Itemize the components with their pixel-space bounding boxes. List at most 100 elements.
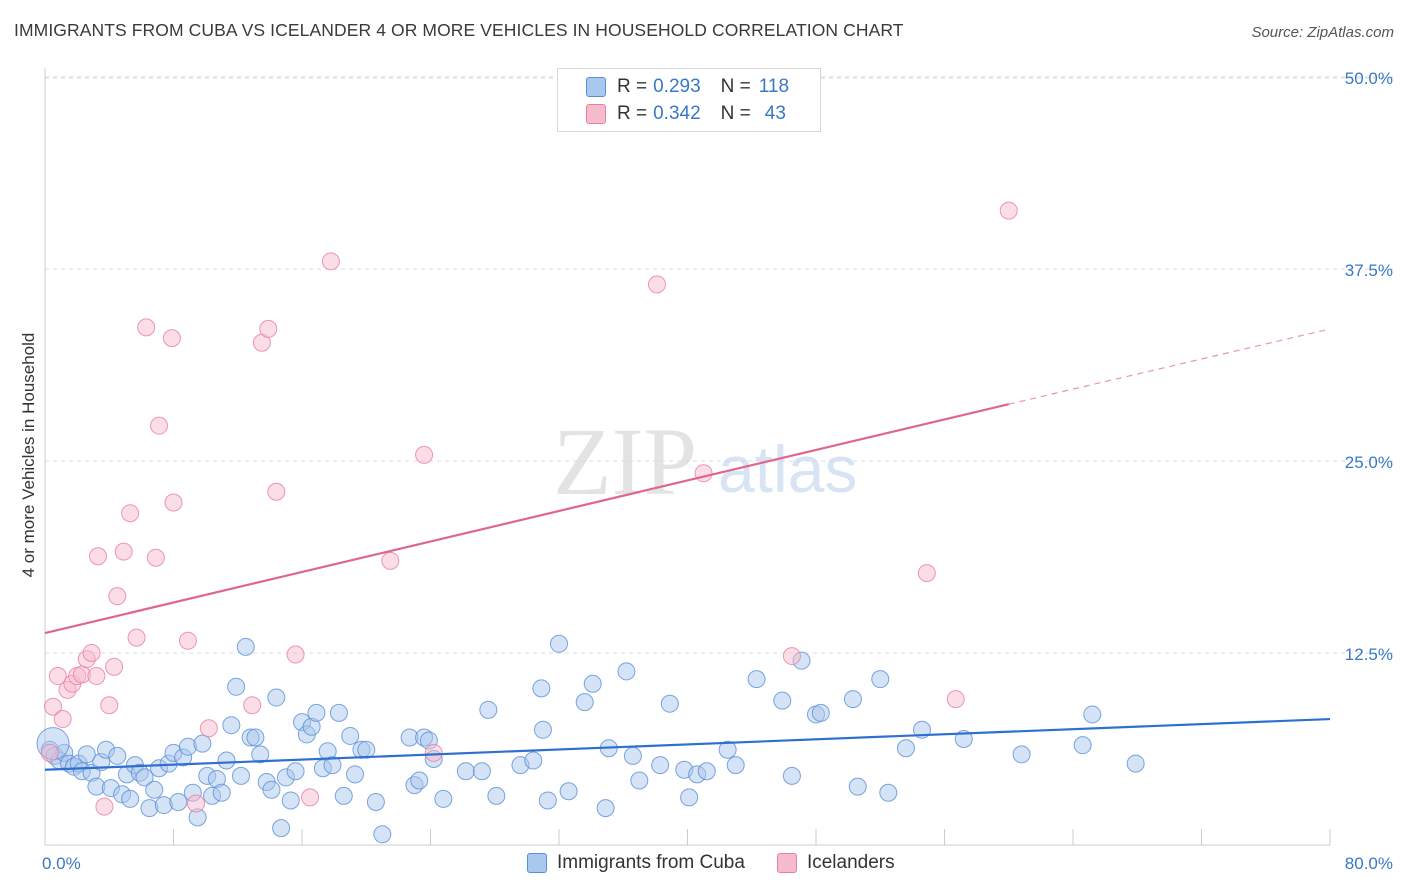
data-point-cuba — [623, 746, 642, 765]
data-point-iceland — [108, 587, 127, 606]
data-point-cuba — [373, 825, 392, 844]
data-point-cuba — [472, 762, 491, 781]
data-point-iceland — [415, 445, 434, 464]
legend-swatch-cuba — [527, 853, 547, 873]
data-point-cuba — [630, 771, 649, 790]
data-point-cuba — [272, 819, 291, 838]
y-tick-label: 50.0% — [1345, 69, 1393, 88]
data-point-iceland — [40, 743, 59, 762]
data-point-iceland — [82, 644, 101, 662]
data-point-cuba — [596, 799, 615, 818]
data-point-iceland — [301, 788, 320, 807]
data-point-cuba — [1083, 705, 1102, 724]
legend-n-label: N = — [720, 76, 751, 97]
data-point-cuba — [346, 765, 365, 784]
data-point-cuba — [323, 756, 342, 775]
axes-layer — [44, 68, 1331, 846]
data-point-cuba — [1073, 736, 1092, 755]
data-point-cuba — [726, 756, 745, 775]
trendline-iceland — [44, 403, 1010, 635]
legend-swatch-iceland — [586, 104, 606, 124]
chart-title: IMMIGRANTS FROM CUBA VS ICELANDER 4 OR M… — [14, 20, 904, 40]
data-point-cuba — [121, 789, 140, 808]
data-point-iceland — [199, 719, 218, 738]
data-point-cuba — [559, 782, 578, 801]
data-point-cuba — [236, 637, 255, 656]
data-point-cuba — [782, 766, 801, 785]
legend-item-iceland: Icelanders — [776, 852, 895, 874]
data-point-iceland — [647, 275, 666, 294]
data-point-cuba — [341, 726, 360, 745]
y-tick-label: 12.5% — [1345, 645, 1393, 664]
trendline-cuba — [44, 717, 1331, 771]
data-point-iceland — [127, 628, 146, 647]
data-point-iceland — [137, 318, 156, 337]
data-point-cuba — [410, 771, 429, 790]
legend-row-cuba: R = 0.293 N = 118 — [586, 76, 789, 98]
data-point-iceland — [53, 710, 72, 729]
data-point-cuba — [583, 674, 602, 693]
tick-labels: 12.5% 25.0% 37.5% 50.0% 0.0% 80.0% — [42, 69, 1393, 873]
data-point-cuba — [479, 700, 498, 719]
data-point-cuba — [896, 739, 915, 758]
legend-label-iceland: Icelanders — [806, 852, 895, 873]
data-point-cuba — [532, 679, 551, 698]
data-point-iceland — [89, 547, 108, 566]
y-axis-title: 4 or more Vehicles in Household — [19, 333, 38, 578]
data-point-cuba — [262, 780, 281, 799]
y-tick-label: 25.0% — [1345, 453, 1393, 472]
data-point-iceland — [48, 667, 67, 686]
legend-n-value: 118 — [758, 76, 790, 97]
data-point-cuba — [281, 791, 300, 810]
data-point-cuba — [538, 791, 557, 810]
y-tick-label: 37.5% — [1345, 261, 1393, 280]
data-point-cuba — [617, 662, 636, 681]
data-point-iceland — [105, 657, 124, 676]
data-point-cuba — [217, 751, 236, 770]
data-point-cuba — [108, 746, 127, 765]
legend-r-label: R = — [617, 76, 648, 97]
data-point-cuba — [456, 762, 475, 781]
data-point-cuba — [747, 670, 766, 689]
data-point-iceland — [146, 548, 165, 567]
data-point-cuba — [575, 693, 594, 712]
data-point-iceland — [100, 696, 119, 715]
data-point-iceland — [424, 743, 443, 762]
data-point-iceland — [186, 794, 205, 813]
data-point-cuba — [434, 789, 453, 808]
data-point-cuba — [843, 690, 862, 709]
data-point-iceland — [321, 252, 340, 271]
data-point-cuba — [1126, 754, 1145, 773]
watermark-atlas: atlas — [718, 432, 857, 506]
data-point-cuba — [357, 740, 376, 759]
data-point-cuba — [222, 716, 241, 735]
data-point-cuba — [193, 734, 212, 753]
data-point-cuba — [307, 703, 326, 722]
data-point-iceland — [694, 464, 713, 483]
data-point-cuba — [169, 792, 188, 811]
data-point-cuba — [135, 768, 154, 787]
data-point-iceland — [121, 504, 140, 523]
data-point-iceland — [381, 551, 400, 570]
data-point-cuba — [334, 786, 353, 805]
data-point-cuba — [267, 688, 286, 707]
data-point-cuba — [246, 728, 265, 747]
data-point-iceland — [87, 667, 106, 686]
legend-r-label: R = — [617, 103, 648, 124]
data-point-iceland — [946, 690, 965, 709]
data-point-cuba — [651, 756, 670, 775]
data-point-iceland — [999, 201, 1018, 220]
legend-n-value: 43 — [764, 103, 786, 124]
data-point-cuba — [286, 762, 305, 781]
legend-swatch-iceland — [776, 853, 797, 873]
data-point-cuba — [329, 703, 348, 722]
data-point-iceland — [162, 329, 181, 348]
data-point-iceland — [259, 319, 278, 338]
data-point-cuba — [550, 634, 568, 653]
x-tick-label: 0.0% — [42, 854, 81, 873]
data-point-cuba — [660, 694, 679, 713]
data-point-cuba — [811, 703, 830, 722]
series-legend: Immigrants from Cuba Icelanders — [527, 852, 927, 874]
data-point-cuba — [145, 780, 164, 799]
